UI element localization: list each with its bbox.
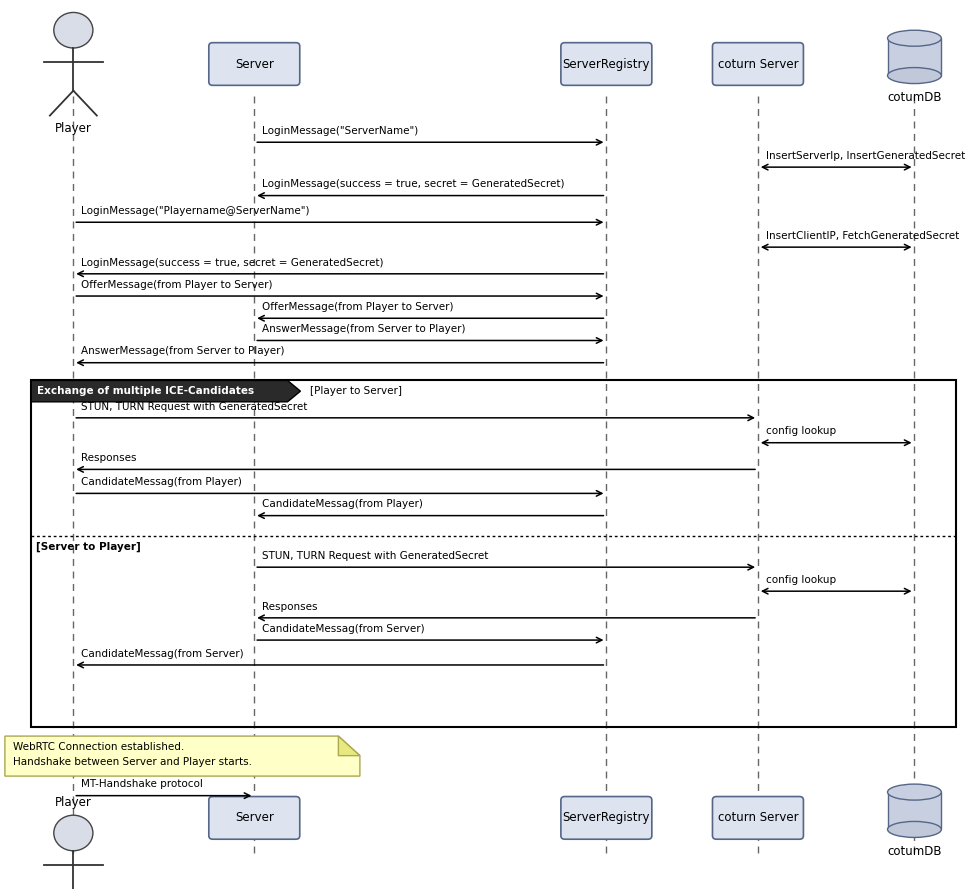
FancyBboxPatch shape [711,43,803,85]
Bar [887,792,941,829]
Polygon shape [31,380,300,402]
Text: Server: Server [234,58,274,70]
Bar [31,380,956,727]
Polygon shape [5,736,360,776]
Circle shape [54,12,93,48]
Text: cotumDB: cotumDB [886,91,941,104]
Text: ServerRegistry: ServerRegistry [562,812,650,824]
Ellipse shape [887,821,940,837]
Text: Exchange of multiple ICE-Candidates: Exchange of multiple ICE-Candidates [37,386,254,396]
Text: CandidateMessag(from Server): CandidateMessag(from Server) [81,649,243,659]
Text: CandidateMessag(from Player): CandidateMessag(from Player) [81,477,241,487]
Text: CandidateMessag(from Server): CandidateMessag(from Server) [262,624,424,634]
Text: Player: Player [55,796,92,809]
Text: config lookup: config lookup [765,575,835,585]
Text: InsertServerIp, InsertGeneratedSecret: InsertServerIp, InsertGeneratedSecret [765,151,964,161]
Text: config lookup: config lookup [765,427,835,436]
Text: [Server to Player]: [Server to Player] [36,541,141,552]
Polygon shape [338,736,360,756]
Text: LoginMessage("Playername@ServerName"): LoginMessage("Playername@ServerName") [81,206,310,216]
Text: AnswerMessage(from Server to Player): AnswerMessage(from Server to Player) [81,347,284,356]
Text: LoginMessage("ServerName"): LoginMessage("ServerName") [262,126,418,136]
Text: CandidateMessag(from Player): CandidateMessag(from Player) [262,500,422,509]
Text: OfferMessage(from Player to Server): OfferMessage(from Player to Server) [81,280,273,290]
FancyBboxPatch shape [561,797,651,839]
Text: WebRTC Connection established.
Handshake between Server and Player starts.: WebRTC Connection established. Handshake… [13,742,251,767]
Circle shape [54,815,93,851]
Text: Server: Server [234,812,274,824]
Text: ServerRegistry: ServerRegistry [562,58,650,70]
Text: STUN, TURN Request with GeneratedSecret: STUN, TURN Request with GeneratedSecret [81,402,307,412]
Text: LoginMessage(success = true, secret = GeneratedSecret): LoginMessage(success = true, secret = Ge… [262,180,564,189]
FancyBboxPatch shape [209,43,299,85]
Text: Responses: Responses [81,453,137,463]
Text: AnswerMessage(from Server to Player): AnswerMessage(from Server to Player) [262,324,465,334]
Text: [Player to Server]: [Player to Server] [310,386,402,396]
Text: LoginMessage(success = true, secret = GeneratedSecret): LoginMessage(success = true, secret = Ge… [81,258,383,268]
Bar [887,38,941,76]
Ellipse shape [887,68,940,84]
Text: Responses: Responses [262,602,318,612]
Text: MT-Handshake protocol: MT-Handshake protocol [81,780,203,789]
Text: InsertClientIP, FetchGeneratedSecret: InsertClientIP, FetchGeneratedSecret [765,231,958,241]
Text: cotumDB: cotumDB [886,845,941,858]
Text: Player: Player [55,122,92,135]
Text: coturn Server: coturn Server [717,812,797,824]
Text: OfferMessage(from Player to Server): OfferMessage(from Player to Server) [262,302,453,312]
Ellipse shape [887,784,940,800]
Text: coturn Server: coturn Server [717,58,797,70]
FancyBboxPatch shape [711,797,803,839]
Ellipse shape [887,30,940,46]
Text: STUN, TURN Request with GeneratedSecret: STUN, TURN Request with GeneratedSecret [262,551,488,561]
FancyBboxPatch shape [561,43,651,85]
FancyBboxPatch shape [209,797,299,839]
